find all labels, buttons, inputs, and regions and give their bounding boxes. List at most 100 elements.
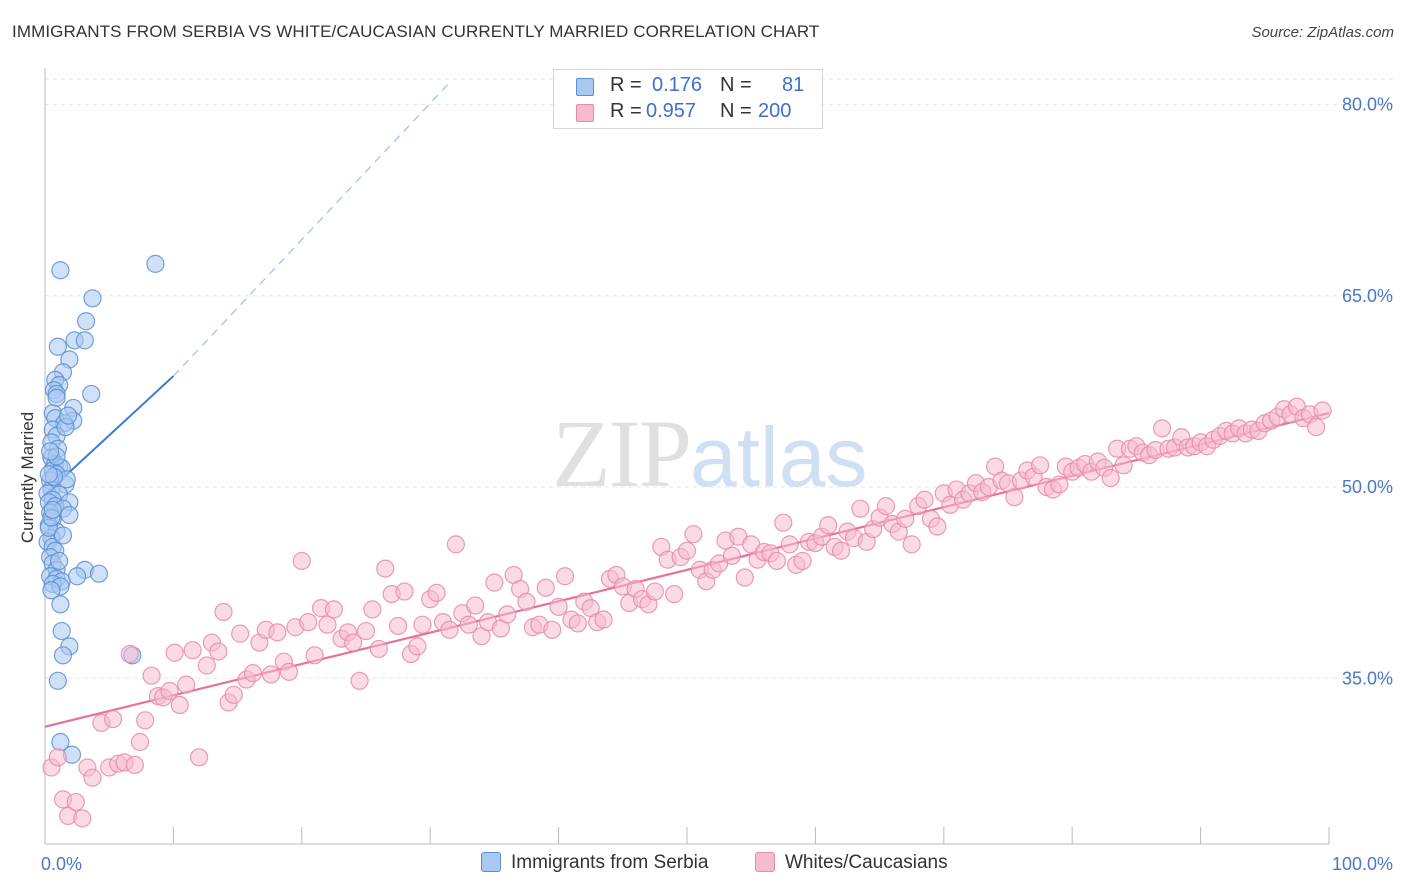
point-whites: [774, 513, 793, 532]
point-whites: [209, 642, 228, 661]
y-axis-title: Currently Married: [18, 412, 37, 543]
trendline-serbia-extension: [172, 82, 450, 377]
watermark-atlas: atlas: [690, 410, 868, 504]
point-serbia: [50, 551, 69, 571]
point-whites: [356, 621, 376, 641]
point-whites: [125, 755, 144, 775]
bottom-legend-label-serbia: Immigrants from Serbia: [511, 852, 709, 873]
point-serbia: [51, 595, 70, 614]
label-layer: 35.0% 50.0% 65.0% 80.0% 0.0% 100.0% Currently …: [18, 95, 1393, 875]
legend-n-label: N =: [720, 100, 752, 122]
point-whites: [498, 605, 517, 624]
point-serbia: [60, 505, 79, 525]
point-whites: [466, 596, 485, 615]
point-whites: [136, 711, 155, 730]
point-whites: [170, 695, 189, 715]
source-label: Source: ZipAtlas.com: [1251, 24, 1394, 41]
point-whites: [427, 583, 446, 602]
point-whites: [376, 559, 395, 578]
point-whites: [793, 551, 812, 571]
point-whites: [485, 573, 504, 592]
y-tick-label: 35.0%: [1342, 668, 1393, 688]
point-whites: [243, 664, 263, 683]
point-whites: [165, 643, 184, 662]
point-whites: [83, 768, 102, 787]
legend-n-value: 81: [782, 74, 805, 96]
grid-layer: [45, 78, 1395, 679]
point-whites: [299, 613, 318, 632]
point-whites: [767, 551, 786, 571]
point-whites: [555, 567, 575, 586]
point-whites: [344, 633, 363, 652]
point-whites: [1114, 456, 1133, 475]
legend-r-label: R =: [610, 74, 642, 96]
point-whites: [350, 671, 369, 690]
point-whites: [851, 499, 870, 518]
point-whites: [459, 615, 478, 634]
point-whites: [120, 644, 139, 664]
point-whites: [214, 602, 233, 622]
point-whites: [915, 490, 934, 509]
point-whites: [231, 624, 250, 643]
point-whites: [665, 584, 684, 604]
point-serbia: [83, 289, 102, 308]
point-serbia: [41, 442, 60, 461]
point-whites: [536, 578, 555, 597]
point-serbia: [67, 567, 87, 586]
point-whites: [1030, 456, 1050, 475]
stats-legend: R = 0.176 N = 81 R = 0.957 N = 200: [553, 69, 823, 129]
point-whites: [896, 509, 915, 528]
point-whites: [1307, 417, 1326, 437]
point-serbia: [75, 331, 94, 350]
point-whites: [305, 646, 324, 665]
bottom-legend-whites: Whites/Caucasians: [755, 852, 948, 874]
point-whites: [1005, 488, 1024, 507]
point-serbia: [76, 312, 96, 331]
point-whites: [324, 600, 343, 619]
point-whites: [183, 641, 202, 660]
chart-title: IMMIGRANTS FROM SERBIA VS WHITE/CAUCASIA…: [12, 22, 820, 41]
point-serbia: [146, 254, 165, 273]
point-whites: [292, 551, 311, 571]
point-whites: [177, 675, 196, 694]
point-whites: [684, 525, 703, 544]
y-tick-label: 50.0%: [1342, 477, 1393, 497]
point-whites: [363, 600, 382, 619]
x-tick-label: 0.0%: [41, 854, 82, 874]
point-serbia: [47, 388, 66, 407]
point-serbia: [48, 337, 67, 356]
point-whites: [279, 662, 299, 681]
point-whites: [568, 614, 587, 633]
point-whites: [446, 535, 465, 554]
point-whites: [395, 582, 414, 601]
legend-r-value: 0.176: [652, 74, 703, 96]
watermark-zip: ZIP: [552, 400, 692, 507]
point-serbia: [82, 384, 101, 404]
point-whites: [928, 517, 947, 536]
point-whites: [224, 685, 243, 704]
point-whites: [369, 639, 388, 659]
point-whites: [677, 541, 697, 560]
legend-swatch-pink: [576, 104, 594, 122]
point-whites: [819, 516, 838, 535]
point-whites: [780, 535, 799, 554]
watermark: ZIPatlas: [552, 398, 867, 509]
x-tick-label: 100.0%: [1332, 854, 1393, 874]
point-whites: [318, 615, 337, 634]
point-whites: [130, 732, 150, 752]
point-whites: [408, 637, 427, 656]
point-whites: [735, 568, 754, 587]
point-whites: [517, 592, 536, 611]
bottom-legend-swatch-blue: [481, 852, 501, 872]
point-whites: [1101, 468, 1120, 488]
y-tick-label: 65.0%: [1342, 286, 1393, 306]
point-whites: [1152, 419, 1172, 438]
point-whites: [831, 541, 851, 560]
legend-r-value: 0.957: [646, 100, 697, 122]
bottom-legend-label-whites: Whites/Caucasians: [785, 852, 948, 873]
point-whites: [549, 597, 568, 616]
point-whites: [902, 535, 921, 554]
point-whites: [440, 620, 459, 639]
point-whites: [73, 809, 92, 828]
